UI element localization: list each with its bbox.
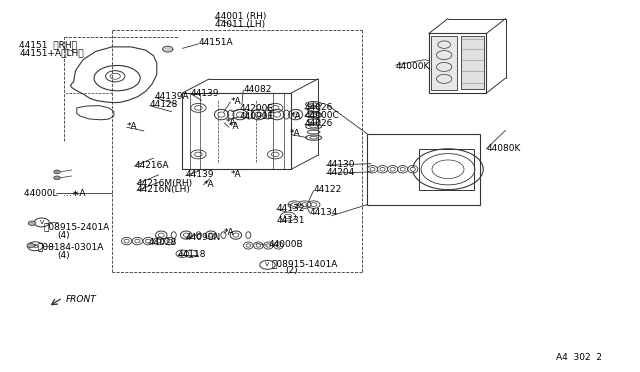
Ellipse shape (310, 114, 317, 117)
Text: 44118: 44118 (178, 250, 207, 259)
Text: *A: *A (291, 112, 302, 121)
Text: A4  302  2: A4 302 2 (556, 353, 602, 362)
Ellipse shape (255, 112, 262, 117)
Ellipse shape (390, 167, 396, 171)
Text: (4): (4) (58, 251, 70, 260)
Circle shape (54, 170, 60, 174)
Ellipse shape (274, 112, 280, 117)
Text: (2): (2) (285, 266, 298, 275)
Text: 44204: 44204 (326, 168, 355, 177)
Text: *A: *A (225, 118, 236, 126)
Text: *A: *A (230, 170, 241, 179)
Ellipse shape (310, 103, 317, 106)
Ellipse shape (158, 233, 164, 237)
Ellipse shape (256, 244, 260, 247)
Text: 44200E: 44200E (240, 104, 274, 113)
Text: 44000B: 44000B (269, 240, 303, 249)
Text: 44000K: 44000K (396, 62, 430, 71)
Text: 44132: 44132 (276, 204, 305, 213)
Text: 44122: 44122 (314, 185, 342, 194)
Text: *A: *A (230, 97, 241, 106)
Ellipse shape (276, 244, 280, 247)
Text: V: V (266, 262, 269, 267)
Ellipse shape (410, 167, 415, 171)
Text: *A: *A (289, 129, 300, 138)
Text: 44131: 44131 (276, 216, 305, 225)
Ellipse shape (146, 239, 151, 243)
Circle shape (54, 176, 60, 180)
Text: 44000C: 44000C (305, 111, 339, 120)
Text: B: B (33, 244, 37, 249)
Circle shape (27, 243, 35, 248)
Text: 44139: 44139 (191, 89, 220, 97)
Bar (461, 36, 484, 89)
Text: 44139: 44139 (186, 170, 214, 179)
Text: 44216N(LH): 44216N(LH) (137, 185, 191, 194)
Text: Ⓒ08184-0301A: Ⓒ08184-0301A (37, 243, 104, 251)
Text: 44151  〈RH〉: 44151 〈RH〉 (19, 40, 77, 49)
Ellipse shape (218, 112, 225, 117)
Text: 44139A: 44139A (155, 92, 189, 101)
Text: 44090E: 44090E (240, 112, 274, 121)
Bar (182, 93, 291, 169)
Circle shape (28, 221, 36, 225)
Text: *A: *A (224, 228, 235, 237)
Bar (419, 149, 474, 190)
Ellipse shape (237, 112, 244, 117)
Text: *A: *A (127, 122, 138, 131)
Ellipse shape (310, 137, 317, 139)
Ellipse shape (370, 167, 375, 171)
Text: 44090N: 44090N (186, 233, 221, 242)
Text: (4): (4) (58, 231, 70, 240)
Text: 44000L  ...∗A: 44000L ...∗A (24, 189, 86, 198)
Bar (367, 134, 480, 205)
Text: V: V (40, 220, 44, 225)
Bar (431, 36, 457, 90)
Text: 44130: 44130 (326, 160, 355, 169)
Text: 44216M(RH): 44216M(RH) (137, 179, 193, 187)
Text: 44128: 44128 (150, 100, 178, 109)
Text: Ⓥ08915-1401A: Ⓥ08915-1401A (271, 259, 338, 268)
Text: 44151+A〈LH〉: 44151+A〈LH〉 (19, 48, 84, 57)
Text: Ⓥ08915-2401A: Ⓥ08915-2401A (44, 222, 110, 231)
Ellipse shape (208, 233, 214, 237)
Text: 44028: 44028 (148, 238, 177, 247)
Ellipse shape (167, 239, 172, 243)
Text: 44080K: 44080K (486, 144, 521, 153)
Ellipse shape (233, 233, 239, 237)
Text: *A: *A (229, 122, 240, 131)
Text: 44134: 44134 (310, 208, 338, 217)
Ellipse shape (400, 167, 405, 171)
Text: *A: *A (204, 180, 214, 189)
Ellipse shape (292, 112, 300, 117)
Ellipse shape (310, 125, 317, 128)
Text: 44216A: 44216A (134, 161, 169, 170)
Text: 44011 (LH): 44011 (LH) (215, 20, 265, 29)
Circle shape (163, 46, 173, 52)
Ellipse shape (156, 239, 161, 243)
Text: 44151A: 44151A (198, 38, 233, 47)
Ellipse shape (183, 233, 189, 237)
Ellipse shape (135, 239, 140, 243)
Text: 44026: 44026 (305, 119, 333, 128)
Text: 44001 (RH): 44001 (RH) (215, 12, 266, 21)
Ellipse shape (124, 239, 129, 243)
Text: 44082: 44082 (243, 85, 271, 94)
Ellipse shape (380, 167, 385, 171)
Ellipse shape (246, 244, 251, 247)
Text: FRONT: FRONT (65, 295, 96, 304)
Ellipse shape (266, 244, 271, 247)
Text: 44026: 44026 (305, 103, 333, 112)
